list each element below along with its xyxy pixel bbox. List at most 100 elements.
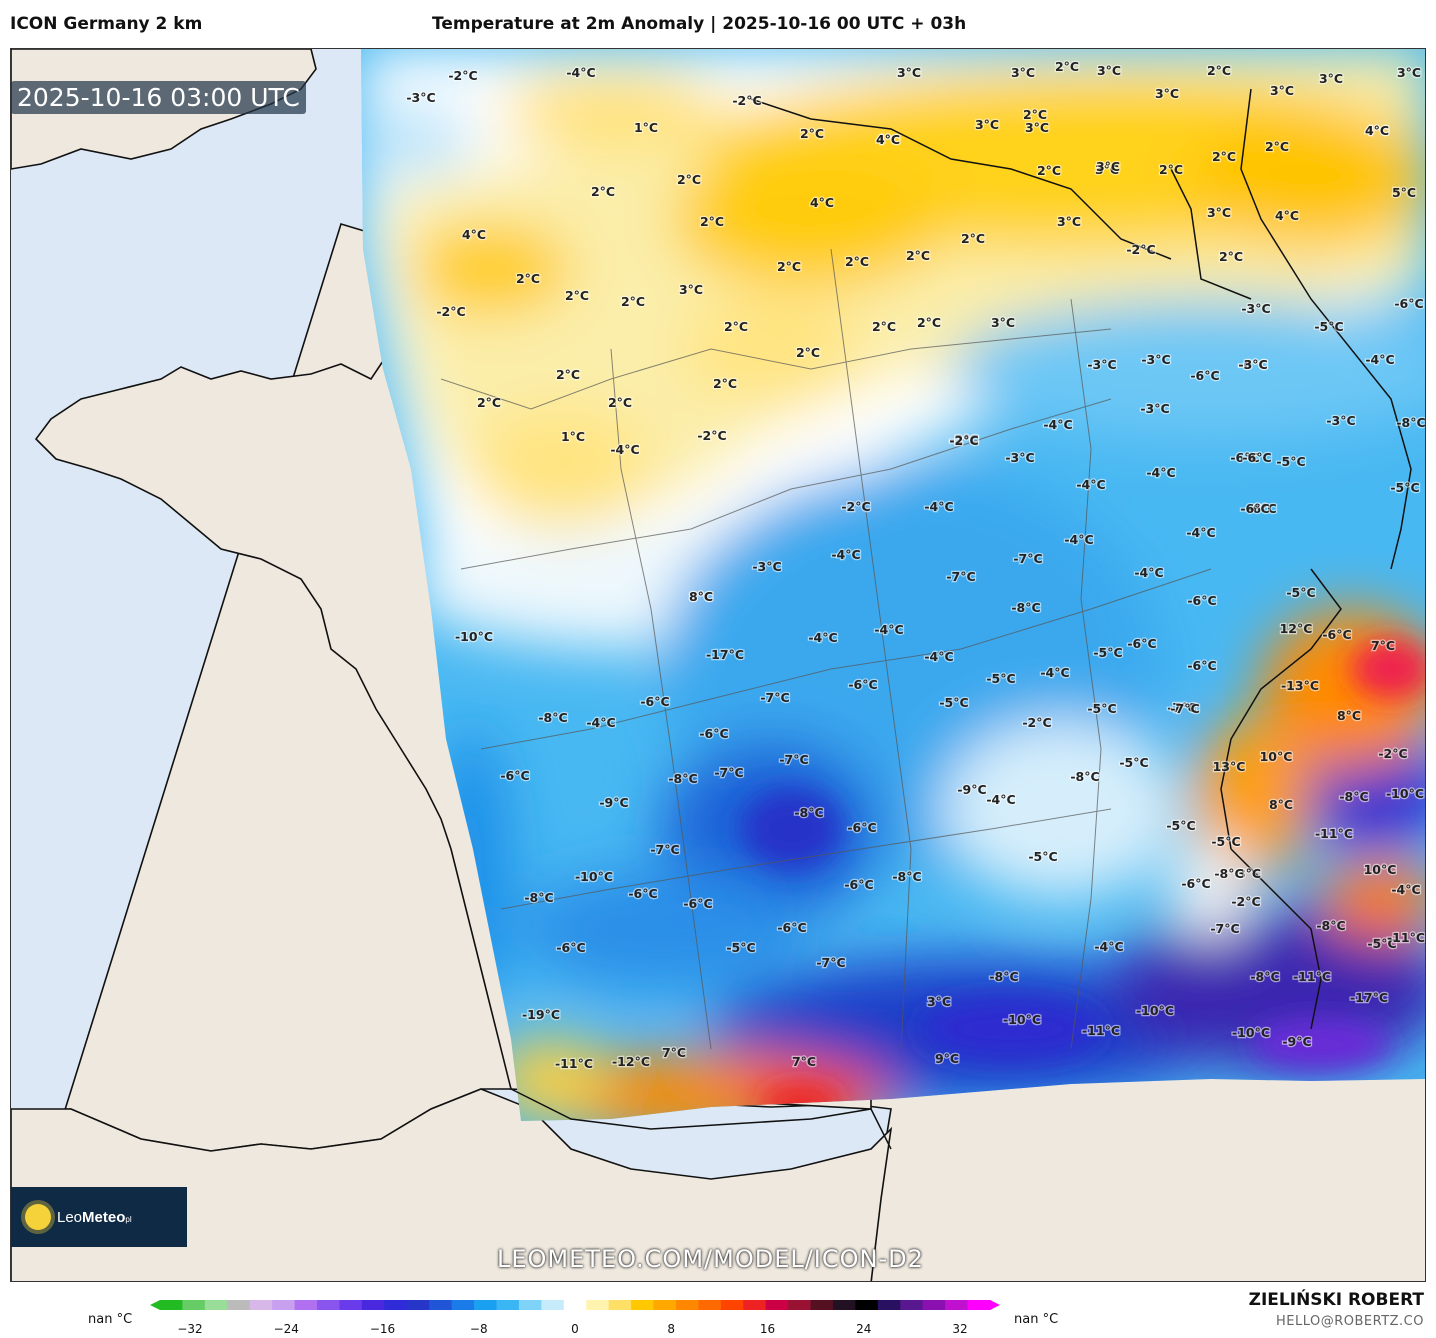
temperature-label: -5°C xyxy=(1093,645,1122,660)
temperature-label: -6°C xyxy=(1394,296,1423,311)
temperature-label: -10°C xyxy=(1386,786,1424,801)
colorbar-high-arrow xyxy=(990,1300,1000,1310)
temperature-label: -6°C xyxy=(500,768,529,783)
colorbar-swatch xyxy=(788,1300,812,1310)
temperature-label: 3°C xyxy=(1237,866,1261,881)
temperature-label: 2°C xyxy=(516,271,540,286)
temperature-label: 3°C xyxy=(1207,205,1231,220)
temperature-label: -2°C xyxy=(949,432,978,447)
colorbar-swatch xyxy=(810,1300,834,1310)
temperature-label: -4°C xyxy=(808,630,837,645)
temperature-label: 2°C xyxy=(565,288,589,303)
temperature-label: -4°C xyxy=(874,622,903,637)
temperature-label: -8°C xyxy=(892,869,921,884)
colorbar-swatch xyxy=(518,1300,542,1310)
temperature-label: -6°C xyxy=(1247,501,1276,516)
temperature-label: 8°C xyxy=(689,589,713,604)
temperature-label: 2°C xyxy=(477,395,501,410)
colorbar-swatch xyxy=(832,1300,857,1310)
temperature-label: -3°C xyxy=(1141,352,1170,367)
temperature-label: -4°C xyxy=(1391,882,1420,897)
region-border-1 xyxy=(440,328,1112,410)
colorbar-swatch xyxy=(675,1300,699,1310)
temperature-label: 3°C xyxy=(975,117,999,132)
temperature-label: 2°C xyxy=(608,395,632,410)
colorbar-nan-right: nan °C xyxy=(1014,1312,1059,1327)
temperature-label: -7°C xyxy=(946,569,975,584)
temperature-label: -7°C xyxy=(1210,921,1239,936)
temperature-label: 13°C xyxy=(1213,759,1246,774)
temperature-label: -5°C xyxy=(939,695,968,710)
temperature-label: -4°C xyxy=(1094,939,1123,954)
temperature-label: 2°C xyxy=(872,319,896,334)
temperature-label: 2°C xyxy=(800,126,824,141)
anomaly-field xyxy=(361,49,1425,1121)
colorbar-swatch xyxy=(182,1300,206,1310)
temperature-label: -5°C xyxy=(1087,701,1116,716)
temperature-label: 10°C xyxy=(1364,862,1397,877)
temperature-label: -5°C xyxy=(1028,849,1057,864)
colorbar-swatch xyxy=(922,1300,946,1310)
temperature-label: -2°C xyxy=(732,93,761,108)
leometeo-logo: LeoMeteopl xyxy=(11,1187,187,1247)
spain-border xyxy=(510,1088,892,1150)
colorbar-nan-left: nan °C xyxy=(88,1312,133,1327)
temperature-label: -7°C xyxy=(816,955,845,970)
temperature-label: -11°C xyxy=(1315,826,1353,841)
temperature-label: 2°C xyxy=(845,254,869,269)
colorbar-swatch xyxy=(249,1300,273,1310)
logo-text: LeoMeteopl xyxy=(57,1208,132,1226)
temperature-label: -4°C xyxy=(924,499,953,514)
temperature-label: -5°C xyxy=(986,671,1015,686)
temperature-label: -5°C xyxy=(1314,319,1343,334)
temperature-label: -6°C xyxy=(699,726,728,741)
colorbar-swatch xyxy=(586,1300,610,1310)
temperature-label: 3°C xyxy=(1095,162,1119,177)
temperature-label: -4°C xyxy=(1064,532,1093,547)
sun-logo-icon xyxy=(25,1204,51,1230)
temperature-label: -3°C xyxy=(1326,413,1355,428)
colorbar-swatch xyxy=(653,1300,677,1310)
temperature-label: 3°C xyxy=(1155,86,1179,101)
temperature-label: -12°C xyxy=(612,1054,650,1069)
temperature-label: 8°C xyxy=(1269,797,1293,812)
temperature-label: 2°C xyxy=(1037,163,1061,178)
region-border-2 xyxy=(460,398,1112,570)
temperature-label: -6°C xyxy=(1322,627,1351,642)
temperature-label: 2°C xyxy=(713,376,737,391)
colorbar: −32 −24 −16 −8 0 8 16 24 32 xyxy=(150,1300,1000,1338)
colorbar-swatch xyxy=(720,1300,744,1310)
temperature-label: -6°C xyxy=(1242,450,1271,465)
temperature-label: -3°C xyxy=(1238,357,1267,372)
temperature-label: -4°C xyxy=(1043,417,1072,432)
temperature-label: 2°C xyxy=(1207,63,1231,78)
colorbar-swatch xyxy=(429,1300,453,1310)
temperature-label: -3°C xyxy=(1241,301,1270,316)
temperature-label: -4°C xyxy=(1134,565,1163,580)
temperature-label: 3°C xyxy=(1096,159,1120,174)
author-name: ZIELIŃSKI ROBERT xyxy=(1248,1290,1424,1310)
temperature-label: -10°C xyxy=(575,869,613,884)
temperature-label: 12°C xyxy=(1280,621,1313,636)
temperature-label: -2°C xyxy=(1022,715,1051,730)
colorbar-swatch xyxy=(631,1300,655,1310)
colorbar-swatch xyxy=(272,1300,296,1310)
temperature-label: -9°C xyxy=(599,795,628,810)
temperature-label: 2°C xyxy=(556,367,580,382)
temperature-label: -11°C xyxy=(555,1056,593,1071)
temperature-label: -2°C xyxy=(1126,242,1155,257)
temperature-label: -4°C xyxy=(1365,352,1394,367)
temperature-label: -19°C xyxy=(522,1007,560,1022)
temperature-label: 2°C xyxy=(591,184,615,199)
temperature-label: -8°C xyxy=(538,710,567,725)
temperature-label: -8°C xyxy=(1339,789,1368,804)
colorbar-tick-label: −32 xyxy=(177,1322,203,1336)
temperature-label: -4°C xyxy=(1186,525,1215,540)
temperature-label: -6°C xyxy=(628,886,657,901)
temperature-label: -5°C xyxy=(1166,818,1195,833)
temperature-label: 2°C xyxy=(961,231,985,246)
colorbar-tick-label: −8 xyxy=(469,1322,488,1336)
temperature-label: -8°C xyxy=(668,771,697,786)
colorbar-tick-label: −24 xyxy=(273,1322,299,1336)
temperature-labels: 3°C 3°C 2°C 3°C 2°C 3°C 3°C 3°C 3°C 3°C 3°C 4°C 2°C 2… xyxy=(405,58,1425,1073)
